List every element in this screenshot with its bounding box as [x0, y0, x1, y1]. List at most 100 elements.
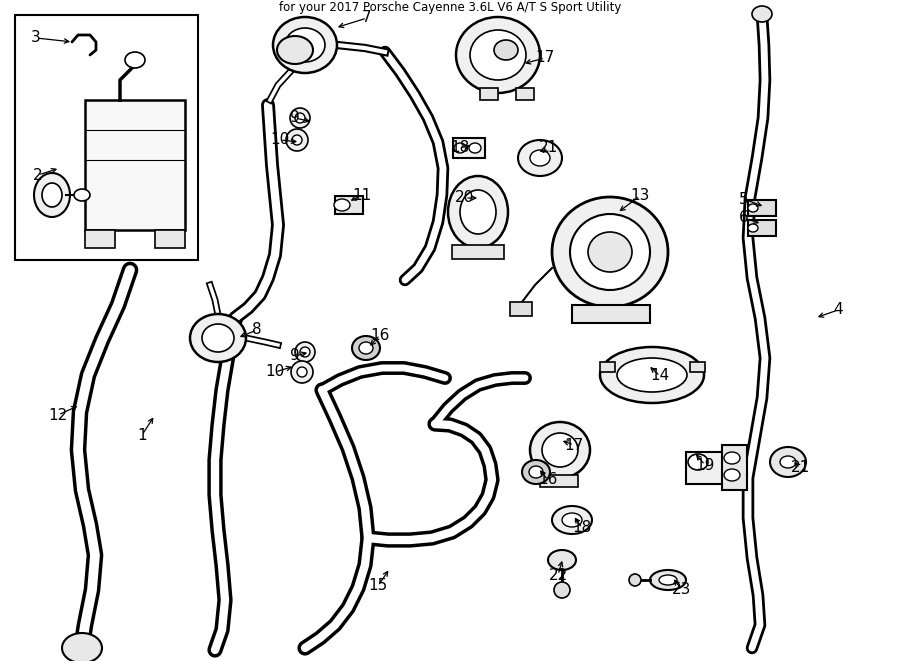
Ellipse shape: [454, 143, 466, 153]
Text: 12: 12: [49, 407, 68, 422]
Bar: [85, 100, 185, 230]
Text: 15: 15: [368, 578, 388, 594]
Text: 11: 11: [353, 188, 372, 202]
Bar: [335, 196, 363, 214]
Circle shape: [295, 342, 315, 362]
Text: 14: 14: [651, 368, 670, 383]
Text: 21: 21: [790, 461, 810, 475]
Ellipse shape: [469, 143, 481, 153]
Text: 2: 2: [33, 167, 43, 182]
Text: 10: 10: [270, 132, 290, 147]
Text: 21: 21: [538, 141, 558, 155]
Ellipse shape: [277, 36, 313, 64]
Text: 13: 13: [630, 188, 650, 204]
Circle shape: [629, 574, 641, 586]
Text: 16: 16: [370, 327, 390, 342]
Ellipse shape: [588, 232, 632, 272]
Bar: [480, 88, 498, 100]
Ellipse shape: [34, 173, 70, 217]
Ellipse shape: [780, 456, 796, 468]
Ellipse shape: [752, 6, 772, 22]
Ellipse shape: [659, 575, 677, 585]
Ellipse shape: [456, 17, 540, 93]
Text: 9: 9: [290, 110, 300, 126]
Text: 18: 18: [572, 520, 591, 535]
Text: 22: 22: [548, 568, 568, 582]
Text: 19: 19: [696, 457, 715, 473]
Ellipse shape: [570, 214, 650, 290]
Ellipse shape: [688, 454, 708, 470]
Ellipse shape: [352, 336, 380, 360]
Ellipse shape: [542, 433, 578, 467]
Circle shape: [290, 108, 310, 128]
Ellipse shape: [448, 176, 508, 248]
Ellipse shape: [285, 28, 325, 62]
Ellipse shape: [770, 447, 806, 477]
Ellipse shape: [518, 140, 562, 176]
Ellipse shape: [548, 550, 576, 570]
Ellipse shape: [125, 52, 145, 68]
Ellipse shape: [562, 513, 582, 527]
Ellipse shape: [494, 40, 518, 60]
Text: 7: 7: [362, 11, 372, 26]
Circle shape: [554, 582, 570, 598]
Ellipse shape: [334, 199, 350, 211]
Bar: [540, 475, 578, 487]
Text: 23: 23: [672, 582, 692, 598]
Ellipse shape: [650, 570, 686, 590]
Ellipse shape: [600, 347, 704, 403]
Circle shape: [292, 135, 302, 145]
Circle shape: [286, 129, 308, 151]
Ellipse shape: [724, 469, 740, 481]
Circle shape: [295, 113, 305, 123]
Ellipse shape: [470, 30, 526, 80]
Ellipse shape: [522, 460, 550, 484]
Text: 6: 6: [739, 210, 749, 225]
Circle shape: [297, 367, 307, 377]
Text: 20: 20: [455, 190, 474, 206]
Text: 4: 4: [833, 303, 842, 317]
Ellipse shape: [724, 452, 740, 464]
Ellipse shape: [552, 197, 668, 307]
Text: 1: 1: [137, 428, 147, 442]
Bar: [686, 452, 724, 484]
Text: 3: 3: [32, 30, 40, 46]
Ellipse shape: [359, 342, 373, 354]
Ellipse shape: [460, 190, 496, 234]
Bar: [510, 302, 532, 316]
Ellipse shape: [42, 183, 62, 207]
Ellipse shape: [748, 224, 758, 232]
Ellipse shape: [273, 17, 337, 73]
Text: 5: 5: [739, 192, 749, 206]
Text: for your 2017 Porsche Cayenne 3.6L V6 A/T S Sport Utility: for your 2017 Porsche Cayenne 3.6L V6 A/…: [279, 1, 621, 15]
Text: 17: 17: [536, 50, 554, 65]
Ellipse shape: [530, 422, 590, 478]
Text: 17: 17: [564, 438, 583, 453]
Bar: [155, 230, 185, 248]
Ellipse shape: [530, 150, 550, 166]
Bar: [722, 445, 747, 490]
Bar: [748, 220, 776, 236]
Ellipse shape: [748, 204, 758, 212]
Text: 16: 16: [538, 473, 558, 488]
Ellipse shape: [74, 189, 90, 201]
Text: 8: 8: [252, 323, 262, 338]
Bar: [600, 362, 615, 372]
Bar: [748, 200, 776, 216]
Ellipse shape: [552, 506, 592, 534]
Bar: [453, 138, 485, 158]
Bar: [452, 245, 504, 259]
Ellipse shape: [202, 324, 234, 352]
Ellipse shape: [529, 466, 543, 478]
Circle shape: [300, 347, 310, 357]
Bar: [516, 88, 534, 100]
Ellipse shape: [62, 633, 102, 661]
Text: 18: 18: [450, 141, 470, 155]
Text: 10: 10: [266, 364, 284, 379]
Text: 9: 9: [290, 348, 300, 364]
Bar: [572, 305, 650, 323]
Bar: [15, 15, 198, 260]
Bar: [690, 362, 705, 372]
Bar: [85, 230, 115, 248]
Ellipse shape: [190, 314, 246, 362]
